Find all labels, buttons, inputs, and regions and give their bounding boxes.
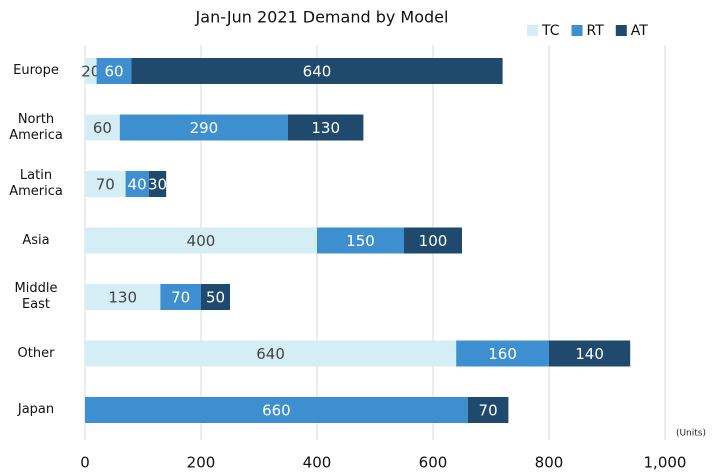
bar-segment (85, 284, 161, 310)
data-label: 660 (262, 402, 291, 420)
unit-label: (Units) (676, 429, 706, 439)
legend-swatch (615, 25, 627, 36)
data-label: 40 (128, 176, 147, 194)
y-tick-label: Latin America (9, 168, 63, 199)
bar-segment (125, 171, 149, 197)
legend-label: TC (541, 23, 560, 39)
bar-segment (85, 397, 468, 423)
data-label: 640 (303, 63, 332, 81)
data-label: 60 (93, 119, 112, 137)
bar-segment (404, 227, 462, 254)
data-label: 140 (575, 345, 604, 363)
data-label: 70 (96, 176, 115, 194)
y-tick-label: Europe (13, 63, 59, 78)
data-label: 400 (187, 232, 216, 250)
data-label: 100 (419, 232, 448, 250)
bar-segment (96, 58, 132, 84)
data-label: 130 (311, 119, 340, 137)
bar-segment (85, 114, 120, 141)
bar-segment (288, 114, 364, 141)
chart-title: Jan-Jun 2021 Demand by Model (195, 8, 449, 27)
y-tick-label: Other (17, 345, 55, 361)
data-label: 290 (190, 119, 219, 137)
bar-segment (148, 171, 167, 197)
bar-segment (85, 58, 97, 84)
x-tick-label: 0 (80, 454, 90, 472)
data-label: 30 (148, 176, 167, 194)
data-label: 640 (256, 345, 285, 363)
bar-segment (456, 340, 549, 367)
bar-segment (85, 171, 126, 197)
bar-segment (201, 284, 230, 310)
legend-label: RT (587, 23, 605, 39)
x-tick-label: 1,000 (644, 454, 687, 472)
legend-swatch (527, 25, 538, 36)
y-tick-label: Middle East (14, 281, 58, 312)
data-label: 50 (206, 289, 225, 307)
data-label: 60 (104, 63, 123, 81)
bar-segment (160, 284, 201, 310)
bar-segment (119, 114, 288, 141)
x-tick-label: 200 (187, 454, 216, 472)
legend-label: AT (631, 23, 648, 39)
bar-segment (85, 340, 457, 367)
y-tick-label: Japan (17, 402, 55, 417)
legend-swatch (571, 25, 583, 36)
x-tick-label: 400 (303, 454, 332, 472)
y-tick-label: North America (9, 111, 63, 143)
data-label: 20 (81, 63, 100, 81)
x-tick-label: 800 (535, 454, 564, 472)
bar-segment (549, 340, 631, 367)
data-label: 150 (346, 232, 375, 250)
data-label: 160 (488, 345, 517, 363)
bar-segment (467, 397, 509, 423)
data-label: 70 (171, 289, 190, 307)
y-tick-label: Asia (22, 232, 50, 248)
x-tick-label: 600 (419, 454, 448, 472)
bar-segment (317, 227, 404, 254)
data-label: 130 (108, 289, 137, 307)
bar-segment (85, 227, 317, 254)
data-label: 70 (479, 402, 498, 420)
bar-segment (131, 58, 503, 84)
